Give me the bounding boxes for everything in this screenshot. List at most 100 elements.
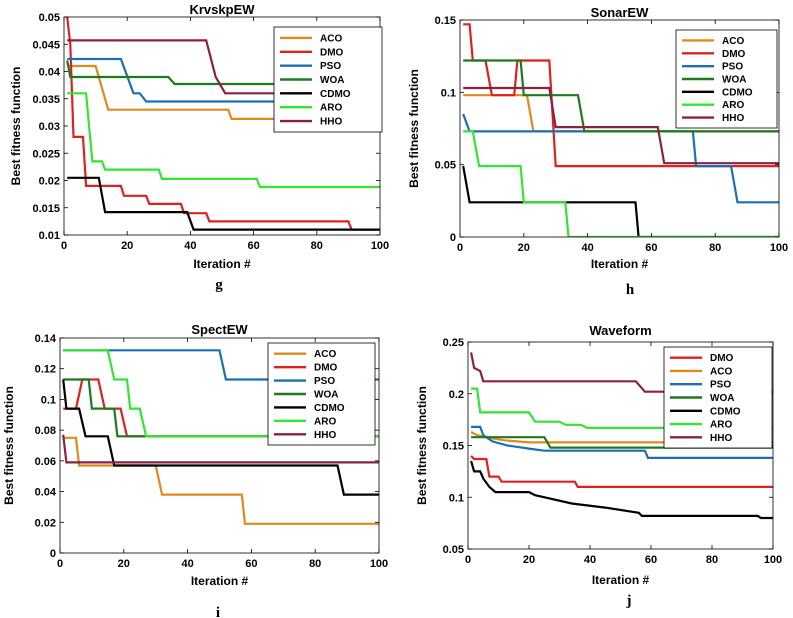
legend-label-hho: HHO xyxy=(722,113,744,124)
x-tick-label: 20 xyxy=(523,554,535,566)
x-tick-label: 0 xyxy=(457,242,463,254)
x-tick-label: 60 xyxy=(247,240,259,252)
y-axis-label: Best fitness function xyxy=(2,386,16,505)
legend-label-pso: PSO xyxy=(722,62,743,73)
y-tick-label: 0.1 xyxy=(441,87,456,99)
series-line-aro xyxy=(471,387,773,429)
legend-label-woa: WOA xyxy=(320,75,344,86)
y-tick-label: 0.08 xyxy=(35,425,56,437)
x-tick-label: 20 xyxy=(518,242,530,254)
y-tick-label: 0.15 xyxy=(443,441,464,453)
legend-label-woa: WOA xyxy=(722,75,746,86)
series-line-pso xyxy=(471,425,773,459)
y-tick-label: 0.04 xyxy=(39,67,61,79)
series-line-woa xyxy=(66,60,380,86)
x-tick-label: 80 xyxy=(311,240,323,252)
series-line-aro xyxy=(67,92,380,189)
legend-label-aro: ARO xyxy=(722,100,744,111)
series-line-dmo xyxy=(63,378,379,438)
legend-label-cdmo: CDMO xyxy=(722,87,753,98)
y-tick-label: 0.12 xyxy=(35,364,56,376)
series-line-cdmo xyxy=(470,460,773,520)
x-tick-label: 0 xyxy=(61,240,67,252)
series-line-dmo xyxy=(470,455,773,488)
series-line-woa xyxy=(471,436,773,449)
legend-label-pso: PSO xyxy=(710,380,731,391)
legend-label-dmo: DMO xyxy=(722,49,746,60)
y-tick-label: 0.05 xyxy=(435,160,456,172)
x-tick-label: 80 xyxy=(709,242,721,254)
x-tick-label: 0 xyxy=(465,554,471,566)
y-tick-label: 0.06 xyxy=(35,456,56,468)
y-tick-label: 0.02 xyxy=(39,176,60,188)
legend-label-hho: HHO xyxy=(320,117,342,128)
panel-letter: j xyxy=(626,593,632,609)
x-tick-label: 60 xyxy=(645,554,657,566)
legend-label-woa: WOA xyxy=(314,390,338,401)
x-tick-label: 40 xyxy=(584,554,596,566)
x-tick-label: 100 xyxy=(371,240,389,252)
series-line-aco xyxy=(63,436,379,525)
x-axis-label: Iteration # xyxy=(193,257,251,271)
chart-title: Waveform xyxy=(589,323,651,338)
axes-box xyxy=(59,337,380,554)
y-tick-label: 0.05 xyxy=(443,544,464,556)
x-axis-label: Iteration # xyxy=(592,573,650,587)
x-tick-label: 40 xyxy=(581,242,593,254)
x-tick-label: 0 xyxy=(57,558,63,570)
y-tick-label: 0.05 xyxy=(39,12,60,24)
x-tick-label: 60 xyxy=(245,558,257,570)
axes-box xyxy=(459,19,780,238)
series-line-aro xyxy=(463,130,779,237)
chart-title: KrvskpEW xyxy=(189,2,255,17)
y-tick-label: 0.01 xyxy=(39,230,60,242)
series-lines xyxy=(470,352,773,520)
y-tick-label: 0.015 xyxy=(32,203,60,215)
legend-label-aco: ACO xyxy=(314,349,336,360)
legend-label-dmo: DMO xyxy=(320,47,344,58)
y-tick-label: 0.03 xyxy=(39,121,60,133)
series-line-pso xyxy=(67,57,380,103)
y-axis-label: Best fitness function xyxy=(9,67,23,186)
series-line-aco xyxy=(67,64,380,121)
legend-box xyxy=(663,346,773,449)
y-tick-label: 0.025 xyxy=(32,148,60,160)
x-tick-label: 100 xyxy=(770,242,788,254)
legend-label-aro: ARO xyxy=(314,416,336,427)
series-lines xyxy=(462,23,779,237)
legend-label-pso: PSO xyxy=(314,376,335,387)
chart-panel-j: Waveform 0 20 40 60 80 100 0.05 0.1 0.15 0.2 0.25 It… xyxy=(415,323,782,609)
series-line-cdmo xyxy=(62,379,379,496)
x-tick-label: 100 xyxy=(764,554,782,566)
legend-label-aco: ACO xyxy=(710,366,732,377)
panel-letter: h xyxy=(626,282,635,298)
y-tick-label: 0.14 xyxy=(35,333,57,345)
panel-letter: g xyxy=(215,277,223,293)
x-tick-label: 20 xyxy=(118,558,130,570)
x-tick-label: 40 xyxy=(181,558,193,570)
y-axis-label: Best fitness function xyxy=(415,386,429,505)
legend-label-hho: HHO xyxy=(710,433,732,444)
chart-panel-g: KrvskpEW 0 20 40 60 80 100 0.01 0.015 0.02 0.025 0.… xyxy=(9,2,389,293)
legend-label-aco: ACO xyxy=(722,36,744,47)
y-tick-label: 0 xyxy=(50,548,56,560)
x-axis-label: Iteration # xyxy=(191,574,249,588)
legend-label-cdmo: CDMO xyxy=(320,89,351,100)
x-tick-label: 20 xyxy=(121,240,133,252)
legend: ACO DMO PSO WOA CDMO ARO HHO xyxy=(273,26,383,133)
series-line-cdmo xyxy=(67,176,380,231)
x-tick-label: 80 xyxy=(706,554,718,566)
series-line-aro xyxy=(63,349,379,438)
legend-label-pso: PSO xyxy=(320,61,341,72)
legend-label-aro: ARO xyxy=(320,103,342,114)
legend-label-aco: ACO xyxy=(320,33,342,44)
series-line-aco xyxy=(470,431,773,444)
y-tick-label: 0.1 xyxy=(41,394,56,406)
chart-title: SpectEW xyxy=(191,322,248,337)
chart-panel-h: SonarEW 0 20 40 60 80 100 0 0.05 0.1 0.15 Iteration… xyxy=(407,5,788,298)
chart-panel-i: SpectEW 0 20 40 60 80 100 0 0.02 0.04 0.06 0.08 0.1 0… xyxy=(2,322,388,618)
y-tick-label: 0.1 xyxy=(449,492,464,504)
